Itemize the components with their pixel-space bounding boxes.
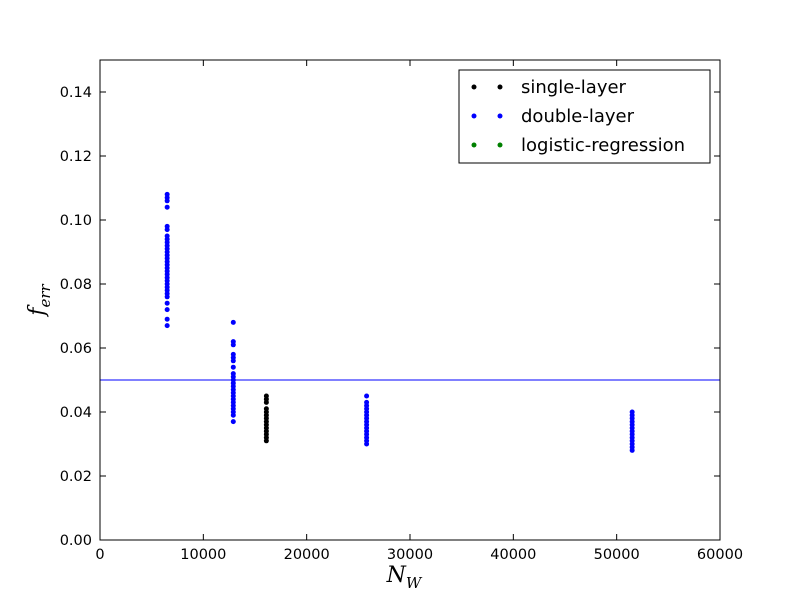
y-tick-label: 0.12 [60, 149, 92, 165]
legend: single-layer double-layer logistic-regre… [458, 69, 711, 164]
legend-marker [471, 142, 477, 148]
legend-label-double-layer: double-layer [521, 106, 635, 127]
x-tick-label: 30000 [387, 547, 433, 563]
legend-marker [471, 84, 477, 90]
y-tick-label: 0.02 [60, 469, 92, 485]
data-point-double-layer [230, 419, 236, 425]
x-tick-label: 10000 [180, 547, 226, 563]
y-tick-label: 0.08 [60, 277, 92, 293]
data-point-double-layer [164, 307, 170, 313]
data-point-double-layer [164, 300, 170, 306]
y-tick-label: 0.14 [60, 85, 92, 101]
data-point-double-layer [164, 323, 170, 329]
legend-marker [497, 84, 503, 90]
x-axis-label-sub: W [406, 574, 423, 592]
data-point-double-layer [230, 371, 236, 377]
data-point-double-layer [164, 233, 170, 239]
data-point-double-layer [364, 393, 370, 399]
x-tick-label: 50000 [594, 547, 640, 563]
legend-label-single-layer: single-layer [521, 77, 627, 98]
y-tick-label: 0.06 [60, 341, 92, 357]
data-point-double-layer [364, 399, 370, 405]
y-axis: 0.00 0.02 0.04 0.06 0.08 0.10 0.12 0.14 [60, 85, 720, 549]
data-point-single-layer [263, 406, 269, 412]
x-axis-label-main: N [386, 563, 407, 588]
x-tick-label: 0 [95, 547, 104, 563]
data-point-double-layer [164, 204, 170, 210]
x-tick-label: 40000 [490, 547, 536, 563]
x-axis-label: NW [386, 563, 423, 592]
data-point-double-layer [230, 351, 236, 357]
x-tick-label: 60000 [697, 547, 743, 563]
data-point-double-layer [230, 364, 236, 370]
data-point-double-layer [164, 316, 170, 322]
data-point-double-layer [629, 409, 635, 415]
legend-entry-logistic-regression: logistic-regression [471, 135, 685, 156]
data-point-double-layer [164, 191, 170, 197]
data-point-double-layer [230, 319, 236, 325]
x-axis: 0 10000 20000 30000 40000 50000 60000 [95, 60, 743, 563]
y-axis-label: ferr [25, 283, 54, 317]
legend-marker [471, 113, 477, 119]
x-tick-label: 20000 [284, 547, 330, 563]
y-tick-label: 0.10 [60, 213, 92, 229]
y-axis-label-sub: err [36, 283, 54, 307]
y-tick-label: 0.00 [60, 533, 92, 549]
y-tick-label: 0.04 [60, 405, 92, 421]
data-points-layer [164, 191, 635, 453]
data-point-single-layer [263, 393, 269, 399]
data-point-double-layer [164, 223, 170, 229]
data-point-double-layer [230, 339, 236, 345]
legend-label-logistic-regression: logistic-regression [521, 135, 685, 156]
legend-marker [497, 113, 503, 119]
legend-entry-double-layer: double-layer [471, 106, 635, 127]
legend-entry-single-layer: single-layer [471, 77, 627, 98]
legend-marker [497, 142, 503, 148]
